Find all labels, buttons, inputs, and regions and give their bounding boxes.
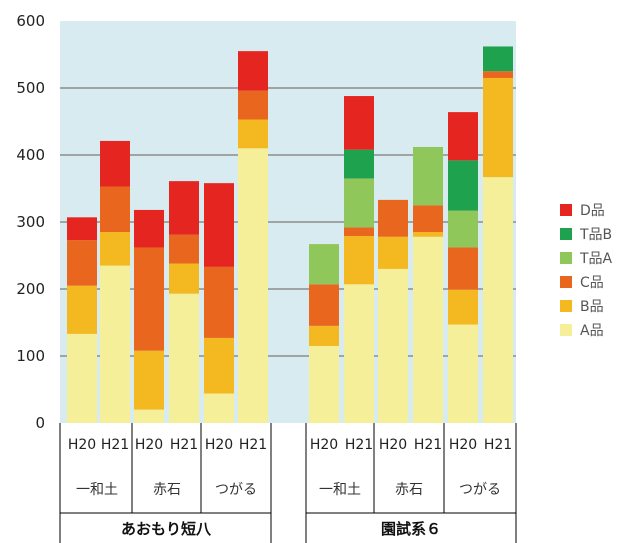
category-table: H20 H21 H20 H21 H20 H21 H20 H21 H20 H21 H20 H21 一和土 赤… [59, 423, 517, 543]
bar-segment [134, 209, 164, 248]
bar-segment [100, 140, 130, 187]
legend: D品 T品B T品A C品 B品 A品 [560, 203, 613, 339]
bar-segment [309, 244, 339, 285]
bar-segment [238, 90, 268, 120]
bar-segment [204, 266, 234, 338]
bar-segment [169, 181, 199, 235]
y-tick-label: 100 [16, 347, 45, 365]
x-tick-label: H20 [310, 437, 338, 453]
bar-segment [309, 325, 339, 346]
cultivar-label: 園試系６ [381, 520, 441, 538]
legend-swatch [560, 300, 572, 312]
bar-segment [100, 186, 130, 233]
bar-segment [413, 146, 443, 206]
bar-segment [483, 46, 513, 72]
legend-swatch [560, 324, 572, 336]
legend-label: T品A [579, 251, 613, 267]
bar-segment [169, 234, 199, 264]
bar-segment [67, 333, 97, 423]
region-label: 赤石 [153, 482, 181, 498]
bar-segment [204, 337, 234, 394]
y-tick-label: 400 [16, 146, 45, 164]
bar-segment [67, 240, 97, 286]
legend-label: C品 [580, 275, 604, 291]
bars [67, 46, 513, 424]
legend-label: T品B [579, 227, 612, 243]
bar-segment [378, 268, 408, 423]
bar-segment [344, 227, 374, 237]
y-tick-label: 600 [16, 12, 45, 30]
bar-segment [100, 232, 130, 266]
x-tick-label: H21 [414, 437, 442, 453]
y-tick-label: 300 [16, 213, 45, 231]
bar-segment [169, 263, 199, 294]
cultivar-label: あおもり短八 [121, 520, 212, 538]
legend-label: B品 [580, 299, 604, 315]
y-tick-label: 0 [35, 414, 45, 432]
bar-segment [169, 293, 199, 423]
bar-segment [413, 232, 443, 237]
bar-segment [378, 199, 408, 237]
bar-segment [448, 160, 478, 211]
x-tick-label: H21 [101, 437, 129, 453]
legend-swatch [560, 276, 572, 288]
bar-segment [448, 210, 478, 248]
legend-swatch [560, 228, 572, 240]
bar-segment [378, 236, 408, 269]
bar-segment [344, 284, 374, 423]
bar-segment [67, 285, 97, 334]
x-tick-label: H21 [345, 437, 373, 453]
y-tick-label: 500 [16, 79, 45, 97]
bar-segment [238, 148, 268, 424]
bar-segment [100, 265, 130, 423]
x-tick-label: H21 [484, 437, 512, 453]
bar-segment [483, 71, 513, 78]
bar-segment [483, 77, 513, 178]
bar-segment [448, 247, 478, 290]
y-tick-label: 200 [16, 280, 45, 298]
bar-segment [67, 217, 97, 241]
region-label: つがる [215, 482, 257, 498]
bar-segment [204, 183, 234, 267]
x-tick-label: H21 [170, 437, 198, 453]
bar-segment [238, 51, 268, 91]
y-axis-ticks: 0 100 200 300 400 500 600 [16, 12, 45, 432]
region-label: 赤石 [395, 482, 423, 498]
bar-segment [344, 96, 374, 150]
legend-label: A品 [580, 323, 604, 339]
region-label: 一和土 [76, 482, 118, 498]
bar-segment [448, 112, 478, 161]
bar-segment [309, 345, 339, 423]
x-tick-label: H20 [135, 437, 163, 453]
bar-segment [413, 205, 443, 233]
x-tick-label: H21 [239, 437, 267, 453]
legend-label: D品 [580, 203, 605, 219]
bar-segment [238, 119, 268, 149]
bar-segment [483, 177, 513, 423]
legend-swatch [560, 204, 572, 216]
bar-segment [448, 289, 478, 325]
region-label: 一和土 [319, 482, 361, 498]
region-label: つがる [459, 482, 501, 498]
bar-segment [134, 247, 164, 351]
bar-segment [134, 350, 164, 410]
bar-segment [344, 178, 374, 228]
bar-segment [448, 324, 478, 423]
legend-swatch [560, 252, 572, 264]
bar-segment [413, 236, 443, 423]
x-tick-label: H20 [449, 437, 477, 453]
bar-segment [134, 409, 164, 423]
bar-segment [344, 149, 374, 179]
bar-segment [344, 236, 374, 285]
x-tick-label: H20 [68, 437, 96, 453]
x-tick-label: H20 [379, 437, 407, 453]
bar-segment [309, 284, 339, 326]
bar-segment [204, 393, 234, 423]
x-tick-label: H20 [205, 437, 233, 453]
